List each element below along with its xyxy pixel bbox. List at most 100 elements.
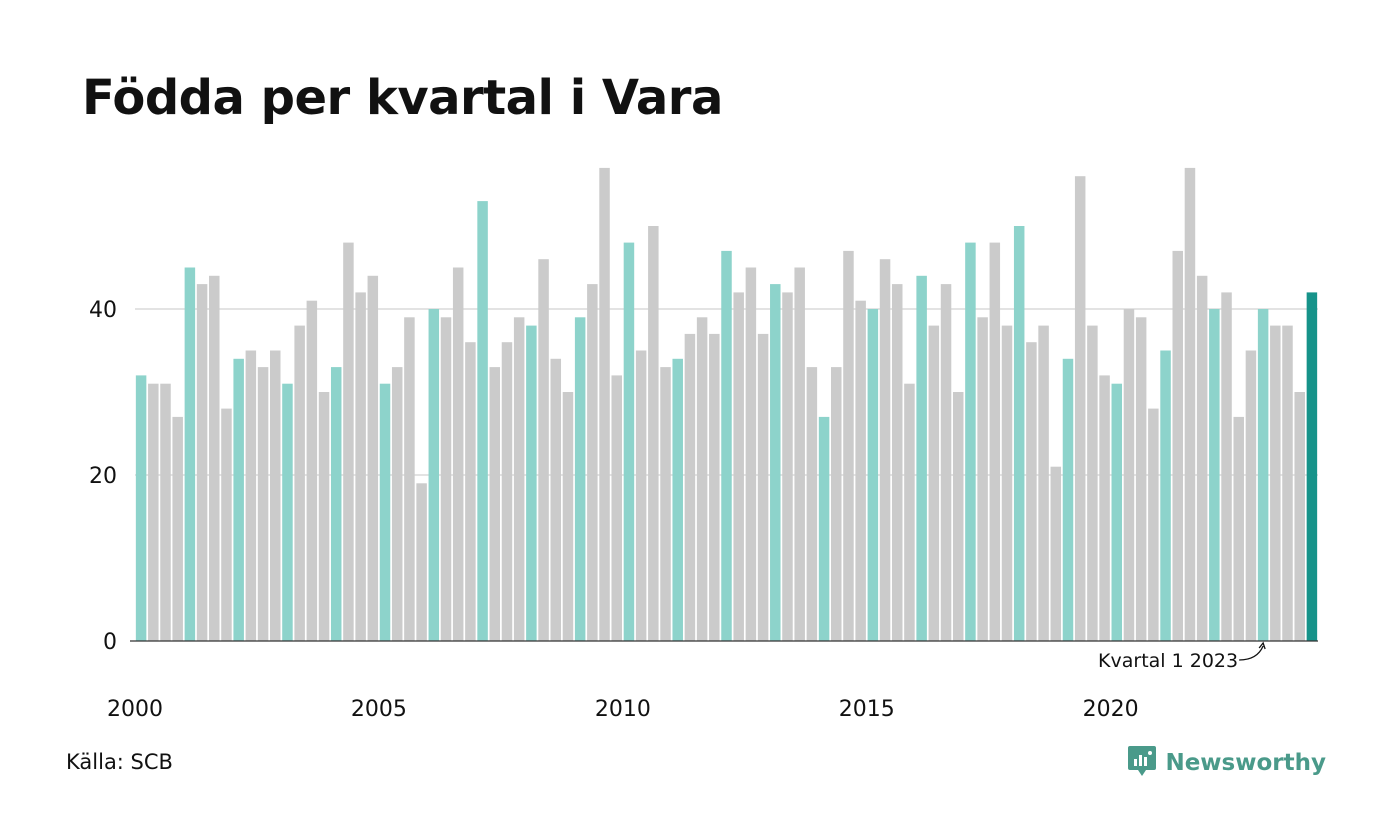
bar	[465, 342, 476, 641]
bar	[757, 333, 769, 641]
bar	[294, 325, 305, 641]
bar	[1245, 350, 1257, 641]
bar	[379, 383, 391, 641]
bar	[1026, 342, 1037, 641]
bar	[867, 309, 879, 641]
bar	[1209, 309, 1220, 641]
bar	[1221, 292, 1232, 641]
bar	[721, 250, 732, 641]
bar	[330, 367, 342, 641]
bars	[135, 167, 1318, 641]
newsworthy-logo-icon	[1127, 744, 1157, 782]
bar	[1087, 325, 1098, 641]
bar	[696, 317, 708, 641]
bar	[806, 367, 818, 641]
bar	[1257, 309, 1269, 641]
brand-name: Newsworthy	[1165, 750, 1326, 776]
bar	[245, 350, 257, 641]
bar	[513, 317, 525, 641]
bar	[611, 375, 622, 641]
bar	[282, 383, 293, 641]
bar	[1233, 416, 1244, 641]
bar	[391, 367, 403, 641]
bar	[1111, 383, 1123, 641]
bar	[623, 242, 635, 641]
x-tick-label: 2005	[351, 697, 407, 722]
annotation-arrow	[1239, 641, 1266, 661]
bar	[562, 392, 574, 641]
bar	[952, 392, 964, 641]
bar	[928, 325, 940, 641]
bar	[416, 483, 427, 641]
chart-title: Födda per kvartal i Vara	[82, 70, 723, 126]
bar	[233, 358, 244, 641]
bar	[1001, 325, 1013, 641]
bar	[1062, 358, 1074, 641]
bar	[916, 275, 927, 641]
bar	[1184, 167, 1196, 641]
annotation-label: Kvartal 1 2023	[1098, 650, 1238, 672]
y-tick-label: 40	[89, 298, 117, 323]
bar	[172, 416, 183, 641]
bar	[550, 358, 562, 641]
bar	[1013, 226, 1025, 641]
y-tick-labels: 0 20 40	[89, 298, 117, 655]
bar	[1148, 408, 1159, 641]
bar	[635, 350, 647, 641]
y-tick-label: 20	[89, 464, 117, 489]
bar	[660, 367, 671, 641]
bar	[355, 292, 366, 641]
bar	[770, 284, 781, 641]
x-tick-label: 2015	[839, 697, 895, 722]
x-tick-label: 2020	[1083, 697, 1139, 722]
bar	[989, 242, 1001, 641]
bar	[648, 226, 659, 641]
bar	[209, 275, 220, 641]
bar	[745, 267, 757, 641]
y-tick-label: 0	[103, 630, 117, 655]
bar	[1270, 325, 1281, 641]
bar	[831, 367, 842, 641]
bar	[843, 250, 854, 641]
x-tick-label: 2000	[107, 697, 163, 722]
bar	[818, 416, 830, 641]
x-tick-label: 2010	[595, 697, 651, 722]
bar	[782, 292, 793, 641]
bar	[879, 259, 891, 641]
bar	[733, 292, 744, 641]
bar	[1160, 350, 1171, 641]
bar	[1294, 392, 1305, 641]
bar	[1196, 275, 1208, 641]
bar	[489, 367, 501, 641]
bar	[1306, 292, 1318, 641]
bar	[1038, 325, 1049, 641]
bar	[318, 392, 330, 641]
bar	[526, 325, 537, 641]
bar	[428, 309, 440, 641]
brand-logo: Newsworthy	[1127, 744, 1326, 782]
bar	[135, 375, 147, 641]
bar	[367, 275, 379, 641]
bar	[587, 284, 598, 641]
bar	[1123, 309, 1135, 641]
x-tick-labels: 2000 2005 2010 2015 2020	[107, 697, 1139, 722]
bar	[184, 267, 196, 641]
bar	[270, 350, 281, 641]
bar	[1172, 250, 1183, 641]
bar	[306, 300, 318, 641]
bar	[1282, 325, 1293, 641]
bar	[965, 242, 976, 641]
bar	[1074, 176, 1086, 641]
bar	[684, 333, 696, 641]
bar	[1099, 375, 1110, 641]
bar	[477, 201, 488, 641]
bar	[904, 383, 915, 641]
bar	[343, 242, 354, 641]
bar	[538, 259, 549, 641]
bar	[1135, 317, 1147, 641]
bar	[709, 333, 720, 641]
bar	[404, 317, 415, 641]
bar	[977, 317, 988, 641]
bar	[257, 367, 269, 641]
